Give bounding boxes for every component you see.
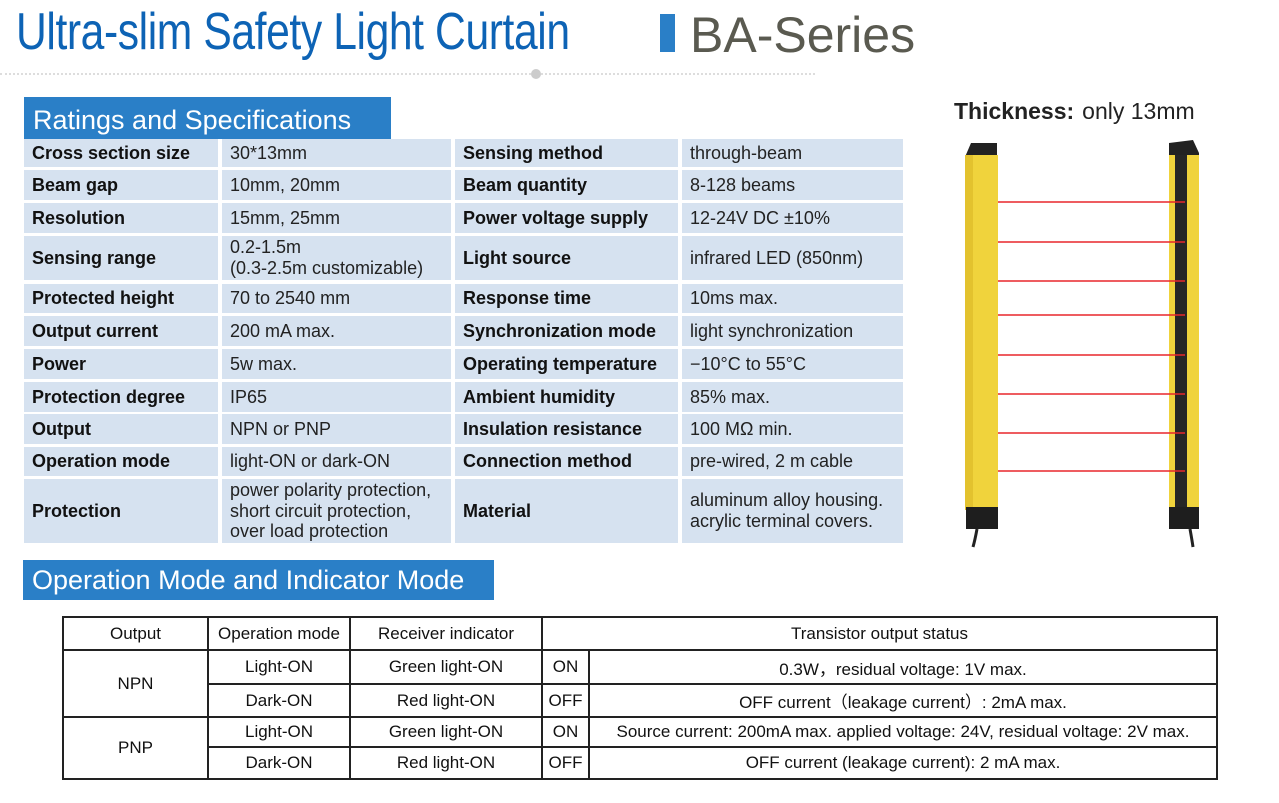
spec-value: 8-128 beams [682,170,903,200]
title-separator-bar [660,14,675,52]
spec-value: 10ms max. [682,284,903,313]
spec-label: Ambient humidity [455,382,678,412]
status-cell: OFF current（leakage current）: 2mA max. [588,683,1218,718]
thickness-label: Thickness: [954,98,1075,124]
status-cell: OFF current (leakage current): 2 mA max. [588,746,1218,780]
spec-value: 10mm, 20mm [222,170,451,200]
modes-heading: Operation Mode and Indicator Mode [23,560,494,600]
spec-value: 200 mA max. [222,316,451,346]
state-cell: OFF [541,683,590,718]
spec-value: pre-wired, 2 m cable [682,447,903,476]
spec-value: power polarity protection, short circuit… [222,479,451,543]
spec-label: Sensing range [24,236,218,280]
spec-label: Material [455,479,678,543]
spec-value: 70 to 2540 mm [222,284,451,313]
spec-label: Response time [455,284,678,313]
spec-label: Output current [24,316,218,346]
spec-value: through-beam [682,139,903,167]
page-title: Ultra-slim Safety Light Curtain [16,3,570,61]
status-cell: Source current: 200mA max. applied volta… [588,716,1218,748]
spec-value: IP65 [222,382,451,412]
spec-value: light synchronization [682,316,903,346]
spec-label: Operating temperature [455,349,678,379]
spec-label: Light source [455,236,678,280]
col-header-mode: Operation mode [207,616,351,651]
spec-value: 85% max. [682,382,903,412]
spec-label: Sensing method [455,139,678,167]
state-cell: ON [541,716,590,748]
spec-label: Power [24,349,218,379]
spec-value: infrared LED (850nm) [682,236,903,280]
spec-label: Insulation resistance [455,414,678,444]
indicator-cell: Red light-ON [349,746,543,780]
mode-cell: Light-ON [207,649,351,685]
spec-value: NPN or PNP [222,414,451,444]
divider-dot [531,69,541,79]
thickness-value: only 13mm [1082,98,1195,124]
series-name: BA-Series [690,7,916,63]
emitter-bar [965,143,998,548]
spec-label: Protected height [24,284,218,313]
indicator-cell: Green light-ON [349,716,543,748]
spec-value: light-ON or dark-ON [222,447,451,476]
mode-cell: Light-ON [207,716,351,748]
spec-value: aluminum alloy housing. acrylic terminal… [682,479,903,543]
receiver-bar [1169,140,1199,548]
spec-label: Power voltage supply [455,203,678,233]
spec-label: Protection degree [24,382,218,412]
light-curtain-image [965,140,1199,548]
status-cell: 0.3W，residual voltage: 1V max. [588,649,1218,685]
spec-label: Cross section size [24,139,218,167]
spec-label: Operation mode [24,447,218,476]
beams [998,201,1185,472]
indicator-cell: Green light-ON [349,649,543,685]
spec-value: 5w max. [222,349,451,379]
spec-value: 30*13mm [222,139,451,167]
indicator-cell: Red light-ON [349,683,543,718]
thickness-caption: Thickness: only 13mm [954,98,1195,125]
divider [0,73,815,75]
mode-cell: Dark-ON [207,746,351,780]
spec-label: Protection [24,479,218,543]
spec-value: 15mm, 25mm [222,203,451,233]
spec-value: 0.2-1.5m (0.3-2.5m customizable) [222,236,451,280]
state-cell: ON [541,649,590,685]
specs-heading: Ratings and Specifications [24,97,391,139]
spec-value: 100 MΩ min. [682,414,903,444]
spec-label: Resolution [24,203,218,233]
output-pnp: PNP [62,716,209,780]
spec-label: Synchronization mode [455,316,678,346]
spec-value: 12-24V DC ±10% [682,203,903,233]
col-header-output: Output [62,616,209,651]
spec-value: −10°C to 55°C [682,349,903,379]
col-header-status: Transistor output status [541,616,1218,651]
state-cell: OFF [541,746,590,780]
output-npn: NPN [62,649,209,718]
spec-label: Output [24,414,218,444]
spec-label: Connection method [455,447,678,476]
spec-label: Beam gap [24,170,218,200]
operation-mode-table: Output Operation mode Receiver indicator… [62,616,1218,780]
mode-cell: Dark-ON [207,683,351,718]
spec-label: Beam quantity [455,170,678,200]
col-header-indicator: Receiver indicator [349,616,543,651]
